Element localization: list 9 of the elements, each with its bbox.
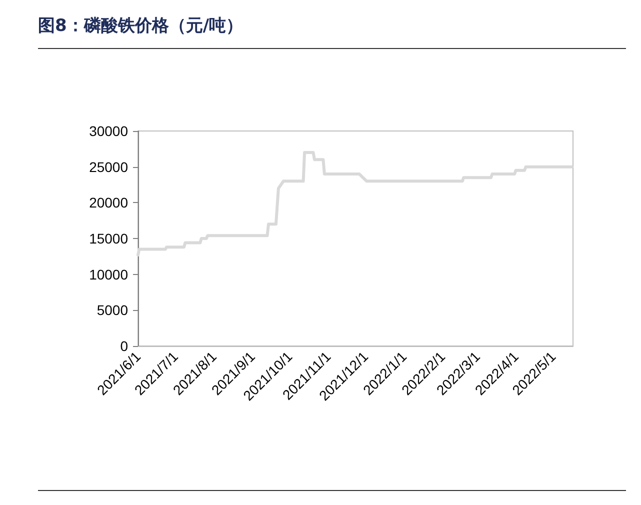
line-series [136,151,574,256]
chart-title: 图8：磷酸铁价格（元/吨） [38,15,244,37]
y-tick-label: 25000 [89,158,128,175]
y-tick-label: 20000 [89,194,128,211]
y-tick-label: 15000 [89,230,128,246]
y-tick-label: 30000 [89,123,128,139]
y-tick-label: 10000 [89,266,128,282]
y-tick-label: 5000 [96,302,128,318]
y-tick-label: 0 [120,338,128,354]
